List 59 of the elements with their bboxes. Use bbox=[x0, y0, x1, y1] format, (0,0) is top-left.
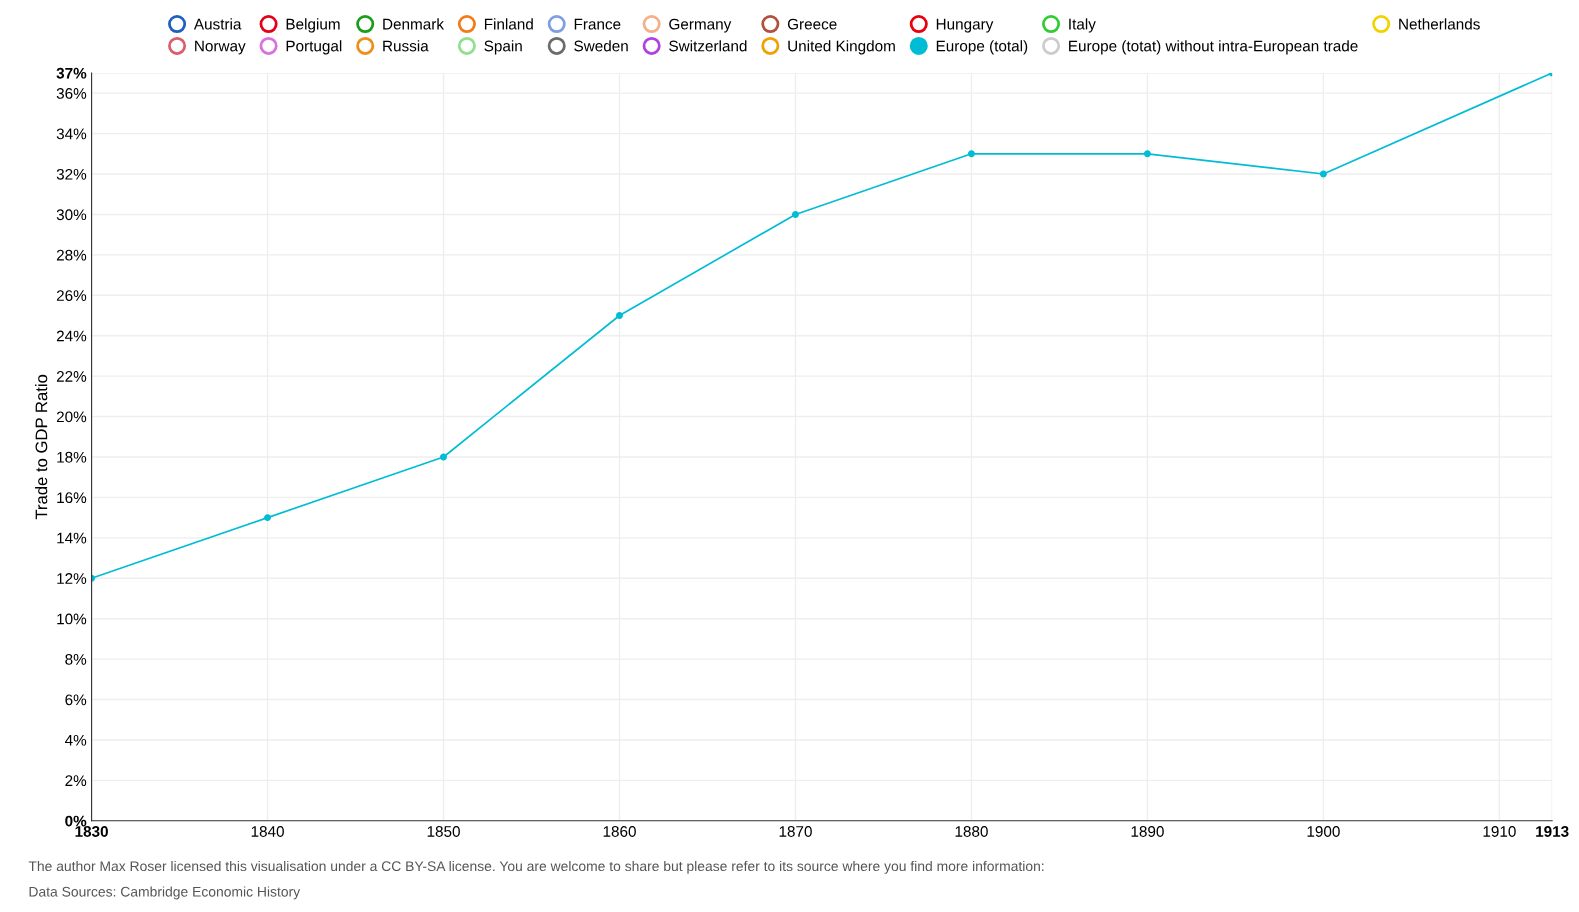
text: The author Max Roser licensed this visualisation under a CC BY-SA license. You are welcome to share but please refer to its source where you find more information: bbox=[28, 860, 1044, 874]
legend-label: Finland bbox=[484, 18, 533, 30]
legend-label: Europe (total) bbox=[936, 40, 1028, 55]
x-tick-label: 1830 bbox=[75, 826, 108, 837]
legend-label: Denmark bbox=[383, 18, 445, 30]
y-tick-label: 22% bbox=[56, 371, 87, 382]
y-tick-label: 26% bbox=[56, 290, 87, 301]
y-tick-label: 4% bbox=[64, 734, 87, 746]
y-tick-label: 36% bbox=[56, 88, 87, 99]
legend-label: Netherlands bbox=[1399, 18, 1480, 30]
x-tick-label: 1880 bbox=[955, 826, 988, 837]
y-tick-label: 6% bbox=[65, 694, 87, 706]
legend-label: Greece bbox=[787, 18, 837, 30]
legend-label: Portugal bbox=[286, 40, 342, 55]
x-tick-label: 1860 bbox=[603, 826, 636, 837]
legend-label: Spain bbox=[484, 40, 522, 55]
y-tick-label: 12% bbox=[57, 573, 87, 584]
y-tick-label: 34% bbox=[56, 128, 87, 140]
legend-label: Austria bbox=[193, 18, 242, 30]
legend-label: Italy bbox=[1069, 18, 1096, 33]
legend-label: Germany bbox=[669, 18, 732, 33]
y-tick-label: 14% bbox=[57, 532, 87, 544]
text: Data Sources: Cambridge Economic History bbox=[29, 886, 301, 900]
y-tick-label: 32% bbox=[56, 168, 87, 180]
y-tick-label: 37% bbox=[56, 67, 87, 79]
legend-label: Sweden bbox=[574, 40, 628, 52]
x-tick-label: 1850 bbox=[427, 826, 460, 837]
y-tick-label: 28% bbox=[56, 249, 87, 261]
legend-label: Hungary bbox=[936, 18, 994, 33]
point bbox=[1143, 150, 1151, 158]
legend-label: Belgium bbox=[286, 18, 340, 33]
x-tick-label: 1870 bbox=[779, 826, 812, 837]
y-tick-label: 30% bbox=[56, 209, 87, 221]
point bbox=[264, 514, 272, 522]
y-tick-label: 8% bbox=[65, 653, 87, 665]
y-tick-label: 16% bbox=[57, 492, 87, 504]
legend-label: Norway bbox=[195, 40, 246, 55]
y-tick-label: 10% bbox=[57, 613, 87, 625]
point bbox=[967, 150, 975, 158]
point bbox=[440, 453, 448, 461]
legend-label: United Kingdom bbox=[788, 40, 895, 55]
legend-label: Russia bbox=[383, 40, 429, 52]
y-tick-label: 18% bbox=[57, 451, 87, 463]
x-tick-label: 1910 bbox=[1483, 826, 1516, 837]
legend-label: Switzerland bbox=[669, 40, 747, 52]
point bbox=[792, 210, 799, 218]
y-tick-label: 24% bbox=[56, 330, 87, 342]
x-tick-label: 1840 bbox=[251, 826, 284, 837]
legend-label: France bbox=[574, 18, 621, 30]
point bbox=[616, 312, 623, 319]
legend-label: Europe (totat) without intra-European trade bbox=[1069, 40, 1358, 55]
y-tick-label: 20% bbox=[56, 411, 87, 423]
x-tick-label: 1890 bbox=[1131, 826, 1164, 837]
x-tick-label: 1900 bbox=[1307, 826, 1340, 837]
y-tick-label: 2% bbox=[65, 775, 87, 786]
x-tick-label: 1913 bbox=[1536, 826, 1569, 837]
y-tick-label: 0% bbox=[65, 815, 87, 827]
y-axis-title: Trade to GDP Ratio bbox=[35, 374, 48, 520]
point bbox=[1319, 170, 1327, 178]
